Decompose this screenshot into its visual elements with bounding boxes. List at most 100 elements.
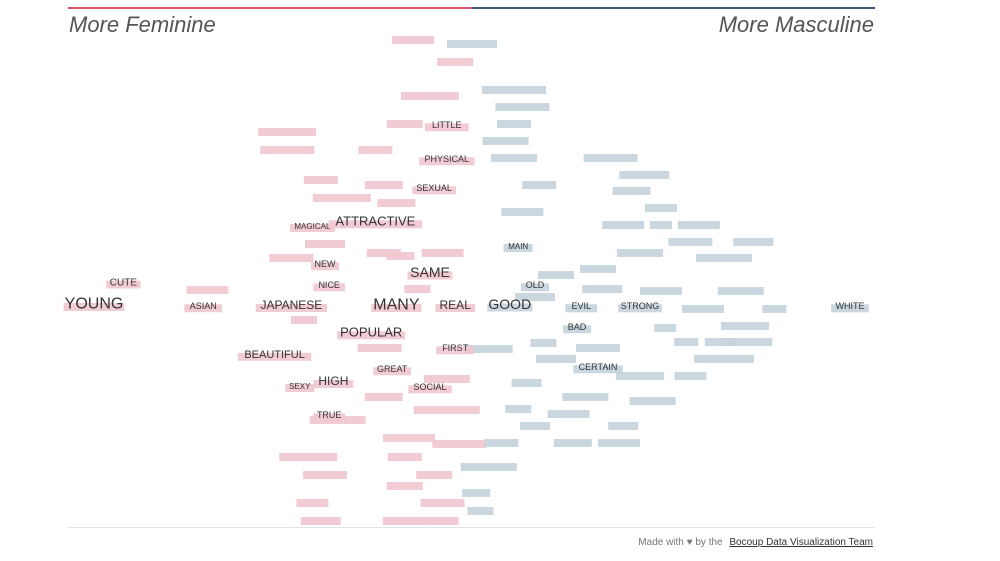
word-bar-great — [373, 367, 411, 376]
masculine-word-bar-21 — [515, 293, 555, 301]
word-label-old[interactable]: OLD — [526, 280, 545, 290]
feminine-word-bar-28 — [303, 471, 347, 479]
masculine-word-bar-25 — [682, 305, 724, 313]
word-label-strong[interactable]: STRONG — [621, 301, 660, 311]
masculine-word-bar-39 — [511, 379, 542, 387]
masculine-word-bar-2 — [495, 103, 550, 111]
masculine-word-bar-45 — [608, 422, 639, 430]
feminine-word-bar-18 — [291, 316, 317, 324]
feminine-word-bar-30 — [386, 482, 423, 490]
word-label-same[interactable]: SAME — [410, 264, 450, 280]
word-bar-asian — [184, 304, 222, 313]
masculine-word-bar-14 — [677, 221, 720, 229]
masculine-word-bar-0 — [447, 40, 497, 48]
feminine-word-bar-3 — [258, 128, 317, 136]
feminine-word-bar-23 — [413, 406, 480, 414]
masculine-word-bar-27 — [654, 324, 677, 332]
word-bar-good — [487, 303, 533, 312]
word-label-social[interactable]: SOCIAL — [413, 382, 446, 392]
more-feminine-title: More Feminine — [69, 12, 216, 37]
word-label-japanese[interactable]: JAPANESE — [260, 298, 322, 312]
word-bar-little — [425, 123, 469, 132]
word-label-attractive[interactable]: ATTRACTIVE — [335, 214, 415, 229]
word-label-main[interactable]: MAIN — [508, 242, 528, 251]
word-label-nice[interactable]: NICE — [318, 280, 340, 290]
masculine-word-bar-17 — [733, 238, 774, 246]
masculine-word-bar-36 — [694, 355, 754, 363]
masculine-word-bar-41 — [629, 397, 676, 405]
masculine-word-bar-1 — [482, 86, 546, 94]
word-bar-physical — [419, 157, 475, 166]
word-bar-magical — [289, 224, 335, 232]
masculine-word-bar-11 — [645, 204, 677, 212]
word-bar-true — [313, 413, 346, 422]
footer-credit: Made with ♥ by the Bocoup Data Visualiza… — [638, 537, 873, 548]
masculine-word-bar-10 — [501, 208, 544, 216]
masculine-word-bar-4 — [482, 137, 529, 145]
word-label-true[interactable]: TRUE — [317, 410, 342, 420]
word-bar-old — [521, 283, 549, 292]
masculine-word-bar-5 — [491, 154, 537, 162]
feminine-word-bar-25 — [432, 440, 487, 448]
word-label-sexy[interactable]: SEXY — [289, 382, 311, 391]
word-label-beautiful[interactable]: BEAUTIFUL — [244, 349, 305, 361]
masculine-word-bar-6 — [583, 154, 638, 162]
feminine-word-bar-9 — [312, 194, 371, 202]
masculine-word-bar-47 — [553, 439, 592, 447]
word-label-good[interactable]: GOOD — [488, 296, 531, 312]
word-label-asian[interactable]: ASIAN — [190, 301, 217, 311]
word-label-first[interactable]: FIRST — [442, 343, 469, 353]
word-label-new[interactable]: NEW — [315, 259, 337, 269]
feminine-word-bar-15 — [421, 249, 464, 257]
masculine-word-bar-40 — [562, 393, 609, 401]
word-bar-first — [436, 346, 474, 355]
word-label-magical[interactable]: MAGICAL — [294, 222, 331, 231]
masculine-word-bar-7 — [619, 171, 670, 179]
feminine-word-bar-2 — [401, 92, 459, 100]
word-bar-cute — [106, 280, 141, 289]
feminine-word-bar-0 — [392, 36, 435, 44]
feminine-word-bar-33 — [300, 517, 341, 525]
feminine-word-bar-35 — [426, 517, 459, 525]
word-label-many[interactable]: MANY — [373, 297, 420, 314]
footer-divider — [68, 527, 875, 528]
word-label-sexual[interactable]: SEXUAL — [416, 183, 452, 193]
feminine-word-bar-34 — [382, 517, 427, 525]
word-label-great[interactable]: GREAT — [377, 364, 408, 374]
masculine-word-bar-43 — [547, 410, 590, 418]
word-label-certain[interactable]: CERTAIN — [579, 362, 618, 372]
word-label-evil[interactable]: EVIL — [571, 301, 591, 311]
feminine-word-bar-13 — [269, 254, 314, 262]
word-bar-japanese — [255, 304, 328, 312]
word-label-real[interactable]: REAL — [440, 298, 472, 312]
word-bar-nice — [313, 283, 346, 292]
masculine-word-bar-33 — [704, 338, 735, 346]
word-label-bad[interactable]: BAD — [568, 322, 587, 332]
feminine-word-bar-4 — [386, 120, 423, 128]
feminine-word-bar-26 — [279, 453, 338, 461]
masculine-word-bar-16 — [668, 238, 713, 246]
word-label-popular[interactable]: POPULAR — [340, 325, 402, 340]
word-bar-attractive — [328, 220, 423, 229]
feminine-word-bar-1 — [437, 58, 474, 66]
word-label-high[interactable]: HIGH — [318, 374, 348, 388]
bocoup-team-link[interactable]: Bocoup Data Visualization Team — [729, 537, 873, 548]
feminine-word-bar-14 — [386, 252, 415, 260]
word-label-little[interactable]: LITTLE — [432, 120, 462, 130]
word-bar-beautiful — [237, 352, 312, 361]
masculine-word-bar-28 — [721, 322, 769, 330]
masculine-word-bar-22 — [582, 285, 623, 293]
masculine-word-bar-35 — [536, 355, 576, 363]
word-bar-real — [435, 304, 476, 312]
word-label-young[interactable]: YOUNG — [65, 296, 124, 313]
word-bar-evil — [565, 304, 598, 313]
word-label-white[interactable]: WHITE — [836, 301, 865, 311]
word-label-physical[interactable]: PHYSICAL — [425, 154, 470, 164]
word-label-cute[interactable]: CUTE — [110, 278, 138, 289]
masculine-axis-line — [472, 7, 875, 9]
masculine-word-bar-31 — [576, 344, 620, 352]
masculine-word-bar-37 — [616, 372, 664, 380]
masculine-word-bar-20 — [580, 265, 616, 273]
masculine-word-bar-29 — [464, 345, 513, 353]
feminine-word-bar-7 — [303, 176, 338, 184]
